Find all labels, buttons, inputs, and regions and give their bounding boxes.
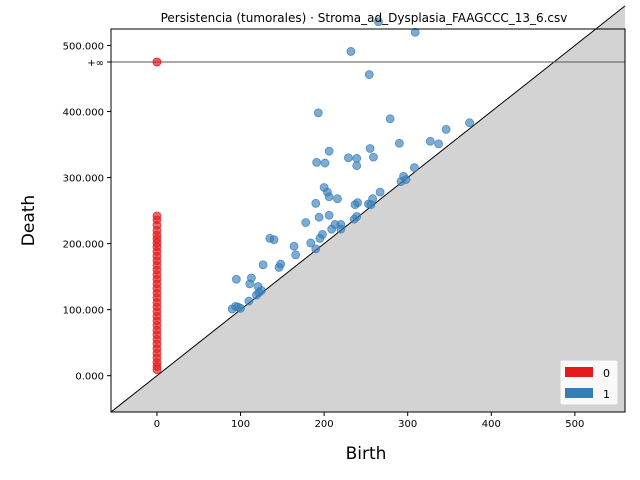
x-tick-label: 300 [398, 419, 417, 430]
data-point-dim1 [314, 212, 324, 222]
data-point-dim1 [311, 198, 321, 208]
x-tick-label: 400 [482, 419, 501, 430]
data-point-dim1 [324, 192, 334, 202]
x-tick-label: 200 [315, 419, 334, 430]
x-tick-label: 500 [565, 419, 584, 430]
data-point-dim1 [409, 163, 419, 173]
y-tick-label: 0.000 [75, 372, 104, 383]
data-point-dim1 [394, 138, 404, 148]
data-point-dim1 [313, 108, 323, 118]
infinite-point-dim0 [152, 57, 162, 67]
data-point-dim1 [245, 279, 255, 289]
data-point-dim1 [324, 146, 334, 156]
plot-frame [110, 28, 626, 413]
points-layer [152, 17, 474, 375]
data-point-dim1 [343, 153, 353, 163]
y-tick-label-infinity: +∞ [87, 58, 104, 69]
data-point-dim1 [231, 274, 241, 284]
data-point-dim1 [346, 47, 356, 56]
data-point-dim1 [333, 194, 342, 204]
data-point-dim1 [374, 17, 383, 27]
data-point-dim1 [227, 304, 237, 314]
data-point-dim1 [375, 187, 385, 197]
data-point-dim1 [465, 118, 474, 128]
data-point-dim1 [336, 224, 346, 234]
data-point-dim1 [301, 218, 311, 227]
data-point-dim1 [364, 70, 374, 79]
data-point-dim1 [291, 250, 301, 260]
y-tick-label: 300.000 [63, 174, 104, 185]
data-point-dim1 [269, 235, 279, 245]
data-point-dim1 [327, 224, 337, 234]
data-point-dim1 [315, 233, 325, 243]
x-axis: 0 100 200 300 400 500 [154, 412, 584, 430]
y-tick-label: 200.000 [63, 240, 104, 251]
data-point-dim1 [369, 152, 378, 162]
data-point-dim1 [401, 175, 411, 184]
data-point-dim1 [274, 262, 284, 272]
y-tick-label: 100.000 [63, 306, 104, 317]
data-point-dim1 [252, 290, 261, 300]
data-point-dim1 [352, 154, 362, 163]
data-point-dim1 [441, 124, 451, 134]
y-tick-label: 500.000 [63, 42, 104, 53]
data-point-dim1 [258, 260, 268, 270]
data-point-dim1 [306, 238, 316, 248]
data-point-dim1 [311, 244, 321, 254]
legend-label-0: 0 [603, 367, 610, 380]
legend-swatch-0 [565, 367, 593, 377]
x-tick-label: 100 [231, 419, 250, 430]
data-point-dim1 [385, 114, 395, 124]
legend: 01 [559, 359, 619, 406]
data-point-dim1 [312, 157, 322, 167]
data-point-dim1 [425, 136, 435, 146]
data-point-dim1 [350, 200, 360, 210]
data-point-dim1 [410, 27, 420, 37]
legend-label-1: 1 [603, 388, 610, 401]
data-point-dim1 [289, 241, 299, 251]
plot-area [110, 5, 626, 413]
data-point-dim1 [324, 210, 334, 220]
data-point-dim1 [434, 139, 444, 149]
legend-swatch-1 [565, 388, 593, 398]
y-axis: 0.000 100.000 200.000 300.000 400.000 500.000… [63, 42, 111, 383]
data-point-dim0 [152, 365, 162, 375]
chart-title: Persistencia (tumorales) · Stroma_ad_Dys… [161, 11, 568, 25]
x-axis-title: Birth [346, 444, 387, 464]
data-point-dim1 [320, 158, 330, 168]
y-axis-title: Death [19, 195, 39, 246]
data-point-dim1 [349, 214, 359, 224]
x-tick-label: 0 [154, 419, 160, 430]
diagonal-line [110, 5, 626, 413]
y-tick-label: 400.000 [63, 108, 104, 119]
data-point-dim1 [236, 303, 245, 313]
data-point-dim1 [365, 144, 375, 153]
data-point-dim1 [366, 200, 376, 210]
data-point-dim1 [352, 161, 362, 171]
data-point-dim1 [244, 296, 254, 306]
